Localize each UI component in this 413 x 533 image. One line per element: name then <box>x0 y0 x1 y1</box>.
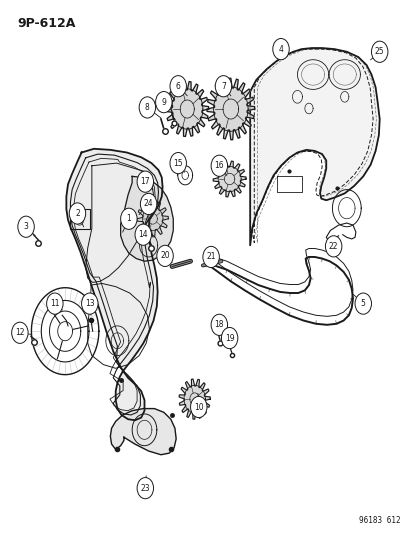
Text: 15: 15 <box>173 159 183 167</box>
Circle shape <box>211 155 227 176</box>
Text: 10: 10 <box>194 402 203 411</box>
Text: 96183 612: 96183 612 <box>358 516 399 525</box>
Text: 18: 18 <box>214 320 223 329</box>
Circle shape <box>69 203 85 224</box>
Circle shape <box>81 293 98 314</box>
Text: 8: 8 <box>145 103 150 112</box>
Circle shape <box>370 41 387 62</box>
Text: 12: 12 <box>15 328 25 337</box>
Text: 14: 14 <box>138 230 148 239</box>
Circle shape <box>47 293 63 314</box>
Text: 11: 11 <box>50 299 59 308</box>
Polygon shape <box>120 176 173 261</box>
Circle shape <box>202 246 219 268</box>
Text: 7: 7 <box>221 82 225 91</box>
Text: 3: 3 <box>24 222 28 231</box>
Circle shape <box>137 478 153 499</box>
Polygon shape <box>213 161 245 197</box>
Circle shape <box>354 293 370 314</box>
Polygon shape <box>110 409 176 455</box>
Circle shape <box>170 76 186 97</box>
Polygon shape <box>206 78 254 140</box>
Text: 6: 6 <box>176 82 180 91</box>
Circle shape <box>12 322 28 343</box>
Text: 20: 20 <box>160 252 169 261</box>
Polygon shape <box>166 82 208 136</box>
Circle shape <box>139 97 155 118</box>
Circle shape <box>215 76 231 97</box>
Circle shape <box>18 216 34 237</box>
Circle shape <box>190 397 206 418</box>
Text: 9: 9 <box>161 98 166 107</box>
Circle shape <box>170 152 186 174</box>
Text: 23: 23 <box>140 483 150 492</box>
Text: 21: 21 <box>206 253 215 262</box>
Text: 2: 2 <box>75 209 80 218</box>
Text: 17: 17 <box>140 177 150 186</box>
Text: 19: 19 <box>224 334 234 343</box>
Polygon shape <box>137 200 168 237</box>
Circle shape <box>211 314 227 335</box>
Circle shape <box>325 236 341 257</box>
Circle shape <box>221 327 237 349</box>
Text: 9P-612A: 9P-612A <box>18 17 76 30</box>
Polygon shape <box>179 379 210 419</box>
Text: 22: 22 <box>328 242 337 251</box>
Polygon shape <box>249 48 379 245</box>
Circle shape <box>120 208 137 229</box>
Circle shape <box>140 193 157 215</box>
Text: 24: 24 <box>143 199 153 208</box>
Text: 16: 16 <box>214 161 223 170</box>
Text: 13: 13 <box>85 299 95 308</box>
Circle shape <box>137 171 153 192</box>
Circle shape <box>155 92 172 113</box>
Circle shape <box>157 245 173 266</box>
Polygon shape <box>66 149 162 420</box>
Text: 4: 4 <box>278 45 283 54</box>
Text: 5: 5 <box>360 299 365 308</box>
Circle shape <box>135 224 151 245</box>
Text: 1: 1 <box>126 214 131 223</box>
Text: 25: 25 <box>374 47 384 56</box>
Circle shape <box>272 38 289 60</box>
